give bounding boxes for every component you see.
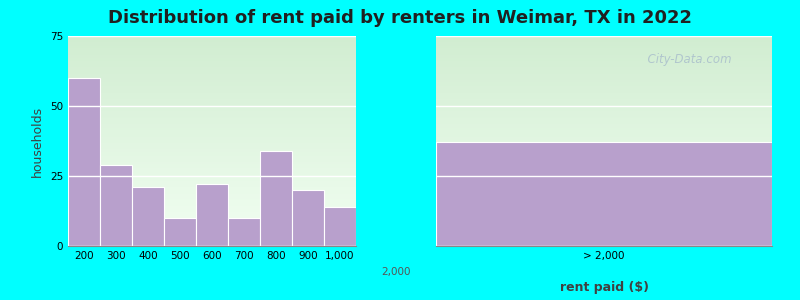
Text: Distribution of rent paid by renters in Weimar, TX in 2022: Distribution of rent paid by renters in … <box>108 9 692 27</box>
Bar <box>260 151 292 246</box>
Bar <box>228 218 260 246</box>
Bar <box>100 165 132 246</box>
Bar <box>164 218 196 246</box>
Bar <box>436 142 772 246</box>
Text: City-Data.com: City-Data.com <box>640 53 732 67</box>
Y-axis label: households: households <box>31 105 44 177</box>
Bar <box>196 184 228 246</box>
Bar <box>292 190 324 246</box>
Text: 2,000: 2,000 <box>382 267 410 277</box>
Bar <box>132 187 164 246</box>
Bar <box>324 207 356 246</box>
Bar <box>68 78 100 246</box>
Text: rent paid ($): rent paid ($) <box>559 281 649 294</box>
